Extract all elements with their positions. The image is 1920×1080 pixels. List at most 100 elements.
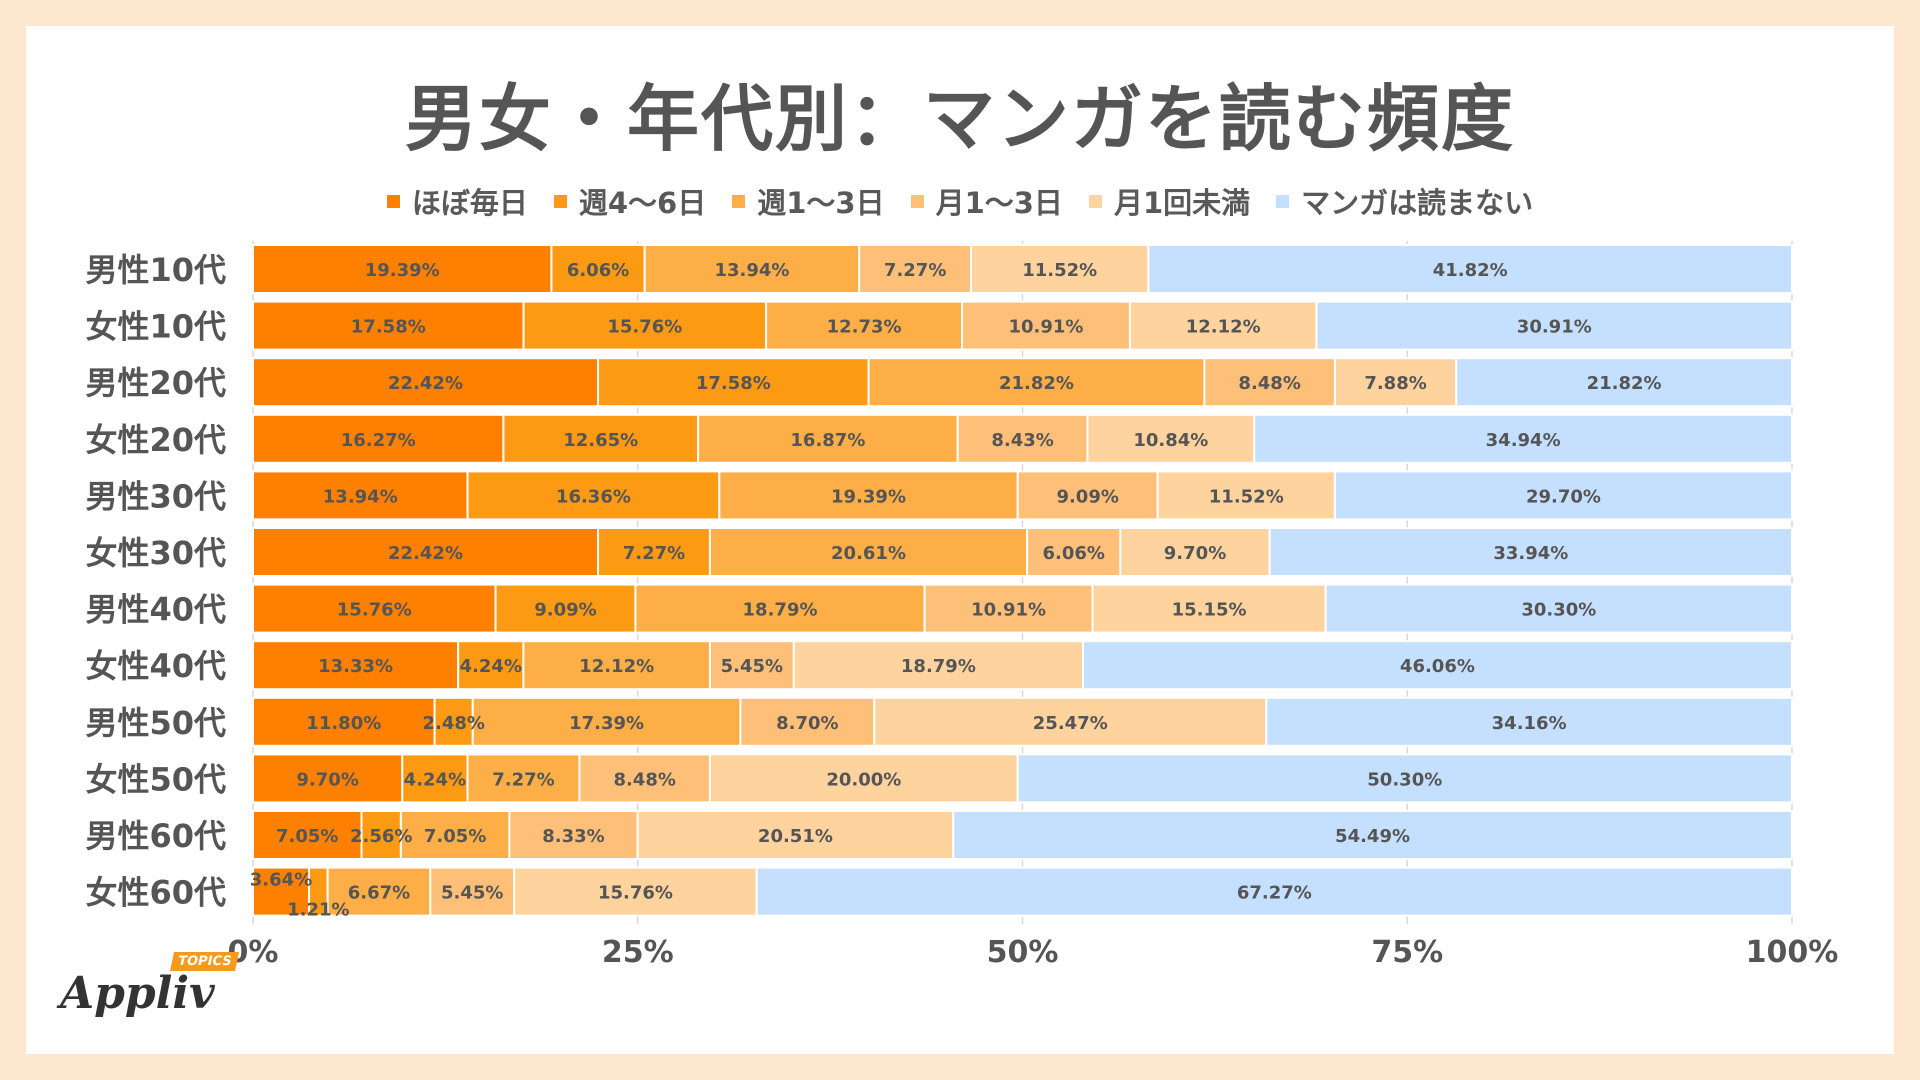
data-label: 15.76%: [607, 317, 682, 338]
chart-title: 男女・年代別：マンガを読む頻度: [404, 77, 1515, 161]
data-label: 29.70%: [1526, 486, 1601, 507]
data-label: 41.82%: [1433, 260, 1508, 281]
data-label: 11.52%: [1209, 486, 1284, 507]
bar-segment: [471, 696, 742, 747]
data-label: 20.00%: [826, 769, 901, 790]
category-label: 男性30代: [85, 477, 226, 515]
legend-label: 月1〜3日: [935, 186, 1063, 220]
data-label: 9.70%: [296, 769, 358, 790]
category-label: 男性60代: [85, 817, 226, 855]
bar-segment: [961, 300, 1131, 351]
data-label: 18.79%: [901, 656, 976, 677]
bar-segment: [708, 527, 1029, 577]
bar-segment: [597, 527, 711, 577]
data-label: 3.64%: [250, 870, 312, 891]
data-label: 21.82%: [999, 373, 1074, 394]
data-label: 9.70%: [1164, 543, 1226, 564]
data-label: 6.67%: [348, 883, 410, 904]
data-label: 12.12%: [579, 656, 654, 677]
bar-segment: [597, 357, 870, 408]
bar-segment: [429, 866, 516, 917]
bar-segment: [1203, 357, 1336, 408]
legend-swatch: [386, 194, 400, 208]
bar-segment: [513, 866, 758, 917]
bar-segment: [502, 413, 700, 464]
data-label: 7.27%: [623, 543, 685, 564]
bar-segment: [1268, 527, 1794, 577]
bar-segment: [1253, 413, 1794, 464]
data-label: 12.12%: [1186, 317, 1261, 338]
data-label: 7.88%: [1364, 373, 1426, 394]
data-label: 19.39%: [831, 486, 906, 507]
data-label: 13.94%: [323, 486, 398, 507]
bar-segment: [1265, 696, 1793, 747]
legend-item: 週1〜3日: [732, 180, 885, 222]
x-tick-label: 100%: [1746, 935, 1839, 970]
data-label: 20.51%: [758, 826, 833, 847]
data-label: 20.61%: [831, 543, 906, 564]
bar-segment: [252, 753, 404, 804]
legend-item: ほぼ毎日: [386, 180, 528, 222]
bar-segment: [508, 810, 639, 860]
logo-badge: TOPICS: [169, 952, 240, 971]
bar-segment: [252, 244, 553, 294]
legend-item: マンガは読まない: [1276, 180, 1533, 222]
data-label: 7.05%: [424, 826, 486, 847]
bar-segment: [578, 753, 711, 804]
bar-segment: [765, 300, 964, 351]
data-label: 9.09%: [534, 600, 596, 621]
bar-segment: [1156, 470, 1336, 521]
data-label: 7.05%: [276, 826, 338, 847]
x-tick-label: 25%: [602, 935, 674, 970]
data-label: 34.16%: [1492, 713, 1567, 734]
data-label: 5.45%: [721, 656, 783, 677]
data-label: 22.42%: [388, 543, 463, 564]
data-label: 8.70%: [776, 713, 838, 734]
data-label: 12.65%: [563, 430, 638, 451]
data-label: 10.91%: [1008, 317, 1083, 338]
bar-segment: [494, 583, 637, 634]
bar-segment: [1333, 470, 1793, 521]
data-label: 11.52%: [1022, 260, 1097, 281]
bar-segment: [433, 696, 474, 747]
bar-segment: [252, 470, 469, 521]
data-label: 18.79%: [743, 600, 818, 621]
bar-segment: [457, 640, 525, 691]
legend-swatch: [732, 194, 746, 208]
data-label: 6.06%: [567, 260, 629, 281]
data-label: 50.30%: [1367, 769, 1442, 790]
bar-segment: [873, 696, 1268, 747]
data-label: 2.56%: [350, 826, 412, 847]
data-label: 15.15%: [1172, 600, 1247, 621]
data-label: 25.47%: [1033, 713, 1108, 734]
category-label: 男性20代: [85, 364, 226, 402]
bar-segment: [634, 583, 926, 634]
bar-segment: [708, 753, 1019, 804]
legend-swatch: [1276, 194, 1290, 208]
bar-segment: [1315, 300, 1794, 351]
category-label: 女性30代: [85, 534, 226, 572]
legend-swatch: [1088, 194, 1102, 208]
bar-segment: [466, 470, 721, 521]
category-label: 女性50代: [85, 760, 226, 798]
legend-label: マンガは読まない: [1301, 186, 1534, 220]
category-label: 女性10代: [85, 308, 226, 346]
legend-label: 週1〜3日: [757, 186, 885, 220]
x-tick-label: 75%: [1371, 935, 1443, 970]
bar-segment: [1081, 640, 1793, 691]
legend-swatch: [553, 194, 567, 208]
data-label: 46.06%: [1400, 656, 1475, 677]
data-label: 2.48%: [422, 713, 484, 734]
data-label: 17.58%: [696, 373, 771, 394]
bar-segment: [1455, 357, 1793, 408]
applive-logo: Appliv TOPICS: [60, 952, 240, 1019]
bar-segment: [739, 696, 876, 747]
data-label: 16.27%: [341, 430, 416, 451]
bar-segment: [1147, 244, 1794, 294]
data-label: 13.33%: [318, 656, 393, 677]
data-label: 4.24%: [404, 769, 466, 790]
data-label: 17.39%: [569, 713, 644, 734]
legend-item: 月1〜3日: [910, 180, 1063, 222]
bar-segment: [252, 300, 525, 351]
data-label: 16.36%: [556, 486, 631, 507]
